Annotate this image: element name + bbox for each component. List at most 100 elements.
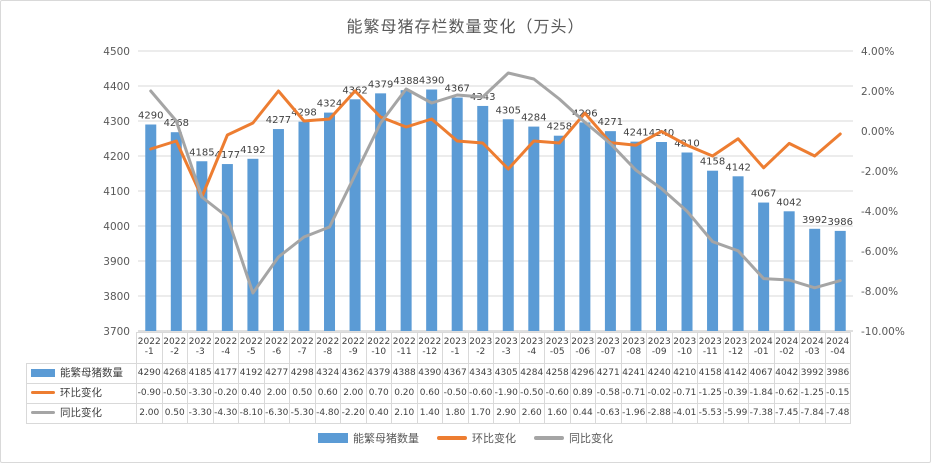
bar-value-label: 4258: [547, 122, 572, 133]
table-col-header: 2022 -7: [289, 332, 316, 364]
bar-value-label: 3986: [828, 217, 853, 228]
legend-label-yoy-change: 同比变化: [569, 432, 613, 445]
bar: [349, 99, 361, 331]
table-cell: -2.20: [340, 403, 367, 424]
bar: [579, 122, 591, 332]
bar: [426, 89, 438, 331]
legend-label-sow-count: 能繁母猪数量: [353, 432, 419, 445]
percent-axis-tick-label: 0.00%: [861, 126, 894, 138]
table-cell: -0.50: [518, 383, 545, 404]
chart-title: 能繁母猪存栏数量变化（万头）: [346, 17, 585, 36]
y-axis-tick-label: 4000: [103, 221, 130, 233]
bar: [221, 164, 233, 331]
table-col-header: 2022 -11: [391, 332, 418, 364]
table-col-header: 2023 -05: [544, 332, 571, 364]
bar: [630, 141, 642, 331]
table-col-header: 2022 -6: [263, 332, 290, 364]
table-cell: 4277: [263, 363, 290, 384]
table-cell: 4298: [289, 363, 316, 384]
table-cell: -4.30: [212, 403, 239, 424]
table-col-header: 2023 -08: [620, 332, 647, 364]
percent-axis-tick-label: 4.00%: [861, 46, 894, 58]
table-cell: -0.71: [620, 383, 647, 404]
table-col-header: 2024 -03: [799, 332, 826, 364]
table-line-swatch-icon: [31, 391, 55, 395]
table-cell: 4305: [493, 363, 520, 384]
bar: [707, 170, 719, 331]
table-cell: 4177: [212, 363, 239, 384]
table-col-header: 2023 -09: [646, 332, 673, 364]
table-col-header: 2023 -07: [595, 332, 622, 364]
table-col-header: 2024 -04: [824, 332, 851, 364]
legend-item-yoy-change: 同比变化: [534, 430, 613, 446]
table-cell: -0.39: [722, 383, 749, 404]
table-cell: 4290: [136, 363, 163, 384]
yoy-change-line: [149, 71, 842, 295]
table-col-header: 2022 -4: [212, 332, 239, 364]
table-cell: -0.71: [671, 383, 698, 404]
table-cell: -0.50: [161, 383, 188, 404]
bar: [400, 90, 412, 331]
table-cell: 2.10: [391, 403, 418, 424]
y-axis-tick-label: 4400: [103, 81, 130, 93]
table-cell: 4210: [671, 363, 698, 384]
percent-axis-tick-label: -4.00%: [861, 206, 898, 218]
bar-value-label: 4284: [521, 113, 546, 124]
table-cell: -2.88: [646, 403, 673, 424]
table-series-label: 同比变化: [26, 403, 137, 424]
chart-legend: 能繁母猪数量 环比变化 同比变化: [1, 430, 930, 446]
y-axis-tick-label: 4100: [103, 186, 130, 198]
bar-value-label: 4277: [266, 115, 291, 126]
table-col-header: 2023 -12: [722, 332, 749, 364]
legend-bar-swatch-icon: [318, 433, 348, 443]
table-cell: -0.60: [544, 383, 571, 404]
table-cell: 4343: [467, 363, 494, 384]
bar: [681, 152, 693, 331]
bar: [502, 119, 514, 331]
table-cell: -0.20: [212, 383, 239, 404]
table-cell: -7.48: [824, 403, 851, 424]
bar-value-label: 4142: [725, 162, 750, 173]
table-cell: 4284: [518, 363, 545, 384]
table-series-label: 环比变化: [26, 383, 137, 404]
table-series-name: 环比变化: [60, 386, 102, 399]
table-cell: 3992: [799, 363, 826, 384]
table-col-header: 2023 -11: [697, 332, 724, 364]
y-axis-tick-label: 3800: [103, 291, 130, 303]
table-cell: 0.70: [365, 383, 392, 404]
table-cell: -5.30: [289, 403, 316, 424]
bar-value-label: 4379: [368, 79, 393, 90]
table-cell: 4142: [722, 363, 749, 384]
table-cell: 4367: [442, 363, 469, 384]
table-cell: 4296: [569, 363, 596, 384]
bar: [528, 126, 540, 331]
table-cell: -0.15: [824, 383, 851, 404]
percent-axis-tick-label: -6.00%: [861, 246, 898, 258]
table-cell: -4.80: [314, 403, 341, 424]
table-cell: -7.45: [773, 403, 800, 424]
table-cell: -1.25: [799, 383, 826, 404]
table-cell: -7.38: [748, 403, 775, 424]
bar-value-label: 4241: [623, 128, 648, 139]
bar-value-label: 4388: [393, 76, 418, 87]
table-cell: 0.40: [238, 383, 265, 404]
table-cell: -3.30: [187, 383, 214, 404]
table-col-header: 2022 -3: [187, 332, 214, 364]
table-col-header: 2022 -12: [416, 332, 443, 364]
bar-value-label: 4367: [444, 84, 469, 95]
table-cell: -6.30: [263, 403, 290, 424]
percent-axis-tick-label: -10.00%: [861, 326, 905, 338]
table-cell: -1.25: [697, 383, 724, 404]
bar: [451, 97, 463, 331]
table-col-header: 2023 -06: [569, 332, 596, 364]
table-cell: 1.60: [544, 403, 571, 424]
table-cell: -5.99: [722, 403, 749, 424]
table-col-header: 2022 -8: [314, 332, 341, 364]
table-col-header: 2022 -5: [238, 332, 265, 364]
legend-item-sow-count: 能繁母猪数量: [318, 430, 419, 446]
legend-mom-line-swatch-icon: [437, 436, 467, 440]
y-axis-tick-label: 3700: [103, 326, 130, 338]
table-cell: 4271: [595, 363, 622, 384]
